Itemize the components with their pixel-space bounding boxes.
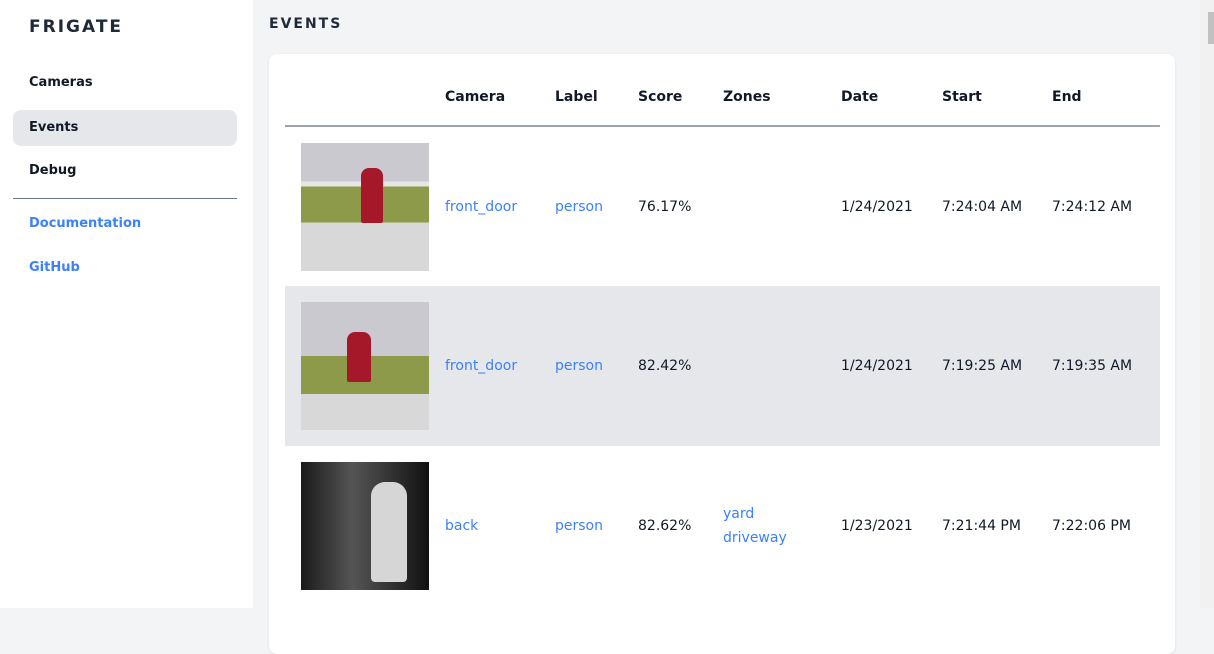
zones: yard driveway <box>723 446 841 606</box>
logo: FRIGATE <box>29 17 124 37</box>
sidebar-item-events[interactable]: Events <box>13 110 237 146</box>
page-title: EVENTS <box>269 16 343 32</box>
header-zones: Zones <box>723 54 841 127</box>
header-camera: Camera <box>445 54 555 127</box>
end-time: 7:19:35 AM <box>1052 286 1160 446</box>
score: 82.42% <box>638 286 723 446</box>
score: 82.62% <box>638 518 692 534</box>
camera-link[interactable]: back <box>445 518 479 534</box>
sidebar-item-cameras[interactable]: Cameras <box>29 75 93 90</box>
camera-link[interactable]: front_door <box>445 198 518 215</box>
event-thumbnail[interactable] <box>301 142 429 271</box>
label-link[interactable]: person <box>555 518 603 534</box>
header-end: End <box>1052 54 1160 127</box>
sidebar-divider <box>13 198 237 199</box>
zone-link[interactable]: yard <box>723 506 755 522</box>
event-thumbnail[interactable] <box>301 462 429 590</box>
zone-link[interactable]: driveway <box>723 530 787 546</box>
header-label: Label <box>555 54 638 127</box>
label-link[interactable]: person <box>555 198 603 215</box>
date: 1/24/2021 <box>841 198 913 215</box>
table-header: Camera Label Score Zones Date Start End <box>285 54 1160 127</box>
table-row[interactable]: front_door person 76.17% 1/24/2021 7:24:… <box>285 126 1160 286</box>
table-row[interactable]: back person 82.62% yard driveway 1/23/202… <box>285 446 1160 606</box>
camera-link[interactable]: front_door <box>445 358 518 374</box>
sidebar: FRIGATE Cameras Events Debug Documentati… <box>0 0 253 608</box>
zones <box>723 286 841 446</box>
date: 1/24/2021 <box>841 286 942 446</box>
scrollbar[interactable] <box>1200 0 1214 608</box>
header-start: Start <box>942 54 1052 127</box>
start-time: 7:24:04 AM <box>942 198 1023 215</box>
start-time: 7:19:25 AM <box>942 286 1052 446</box>
header-date: Date <box>841 54 942 127</box>
end-time: 7:24:12 AM <box>1052 198 1133 215</box>
zones <box>723 126 841 286</box>
event-thumbnail[interactable] <box>301 302 429 430</box>
events-card: Camera Label Score Zones Date Start End … <box>269 54 1175 654</box>
header-score: Score <box>638 54 723 127</box>
events-table: Camera Label Score Zones Date Start End … <box>285 54 1160 606</box>
sidebar-link-github[interactable]: GitHub <box>29 260 80 275</box>
header-thumbnail <box>285 54 445 127</box>
start-time: 7:21:44 PM <box>942 518 1021 534</box>
sidebar-link-documentation[interactable]: Documentation <box>29 216 142 231</box>
date: 1/23/2021 <box>841 518 913 534</box>
end-time: 7:22:06 PM <box>1052 518 1131 534</box>
scrollbar-thumb[interactable] <box>1208 12 1214 44</box>
score: 76.17% <box>638 198 692 215</box>
table-row[interactable]: front_door person 82.42% 1/24/2021 7:19:… <box>285 286 1160 446</box>
sidebar-item-debug[interactable]: Debug <box>29 163 77 178</box>
label-link[interactable]: person <box>555 358 603 374</box>
